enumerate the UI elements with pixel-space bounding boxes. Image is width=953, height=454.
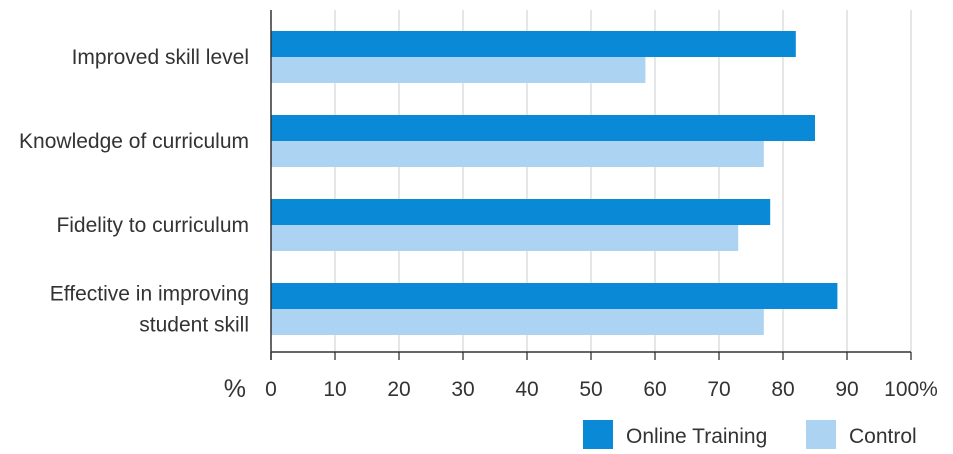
category-labels: Improved skill level Knowledge of curricu… xyxy=(19,46,249,337)
x-tick-label: 30 xyxy=(451,378,474,401)
axes xyxy=(270,10,912,360)
x-tick-label: 80 xyxy=(771,378,794,401)
category-label: Improved skill level xyxy=(72,46,249,69)
bar-control xyxy=(271,225,739,251)
x-tick-label: 90 xyxy=(835,378,858,401)
x-tick-label: 10 xyxy=(323,378,346,401)
bar-control xyxy=(271,141,764,167)
bar-online-training xyxy=(271,283,838,309)
bar-online-training xyxy=(271,199,771,225)
x-tick-label: 60 xyxy=(643,378,666,401)
x-tick-label: 70 xyxy=(707,378,730,401)
x-unit-label: % xyxy=(224,375,246,403)
bars xyxy=(271,31,838,335)
tick-labels: 0 10 20 30 40 50 60 70 80 90 100% xyxy=(265,378,938,401)
x-tick-label: 100% xyxy=(884,378,938,401)
x-tick-label: 20 xyxy=(387,378,410,401)
bar-control xyxy=(271,309,764,335)
x-tick-label: 0 xyxy=(265,378,277,401)
category-label: Knowledge of curriculum xyxy=(19,130,249,153)
category-label: Effective in improving xyxy=(50,283,249,306)
bar-control xyxy=(271,57,646,83)
legend-swatch-online-training xyxy=(583,420,613,450)
legend-label-control: Control xyxy=(849,425,917,448)
category-label: Fidelity to curriculum xyxy=(56,214,249,237)
legend-swatch-control xyxy=(806,420,836,450)
legend: Online Training Control xyxy=(583,420,917,450)
bar-online-training xyxy=(271,31,796,57)
x-tick-label: 50 xyxy=(579,378,602,401)
x-tick-label: 40 xyxy=(515,378,538,401)
bar-online-training xyxy=(271,115,815,141)
legend-label-online-training: Online Training xyxy=(626,425,767,448)
category-label: student skill xyxy=(139,314,249,337)
